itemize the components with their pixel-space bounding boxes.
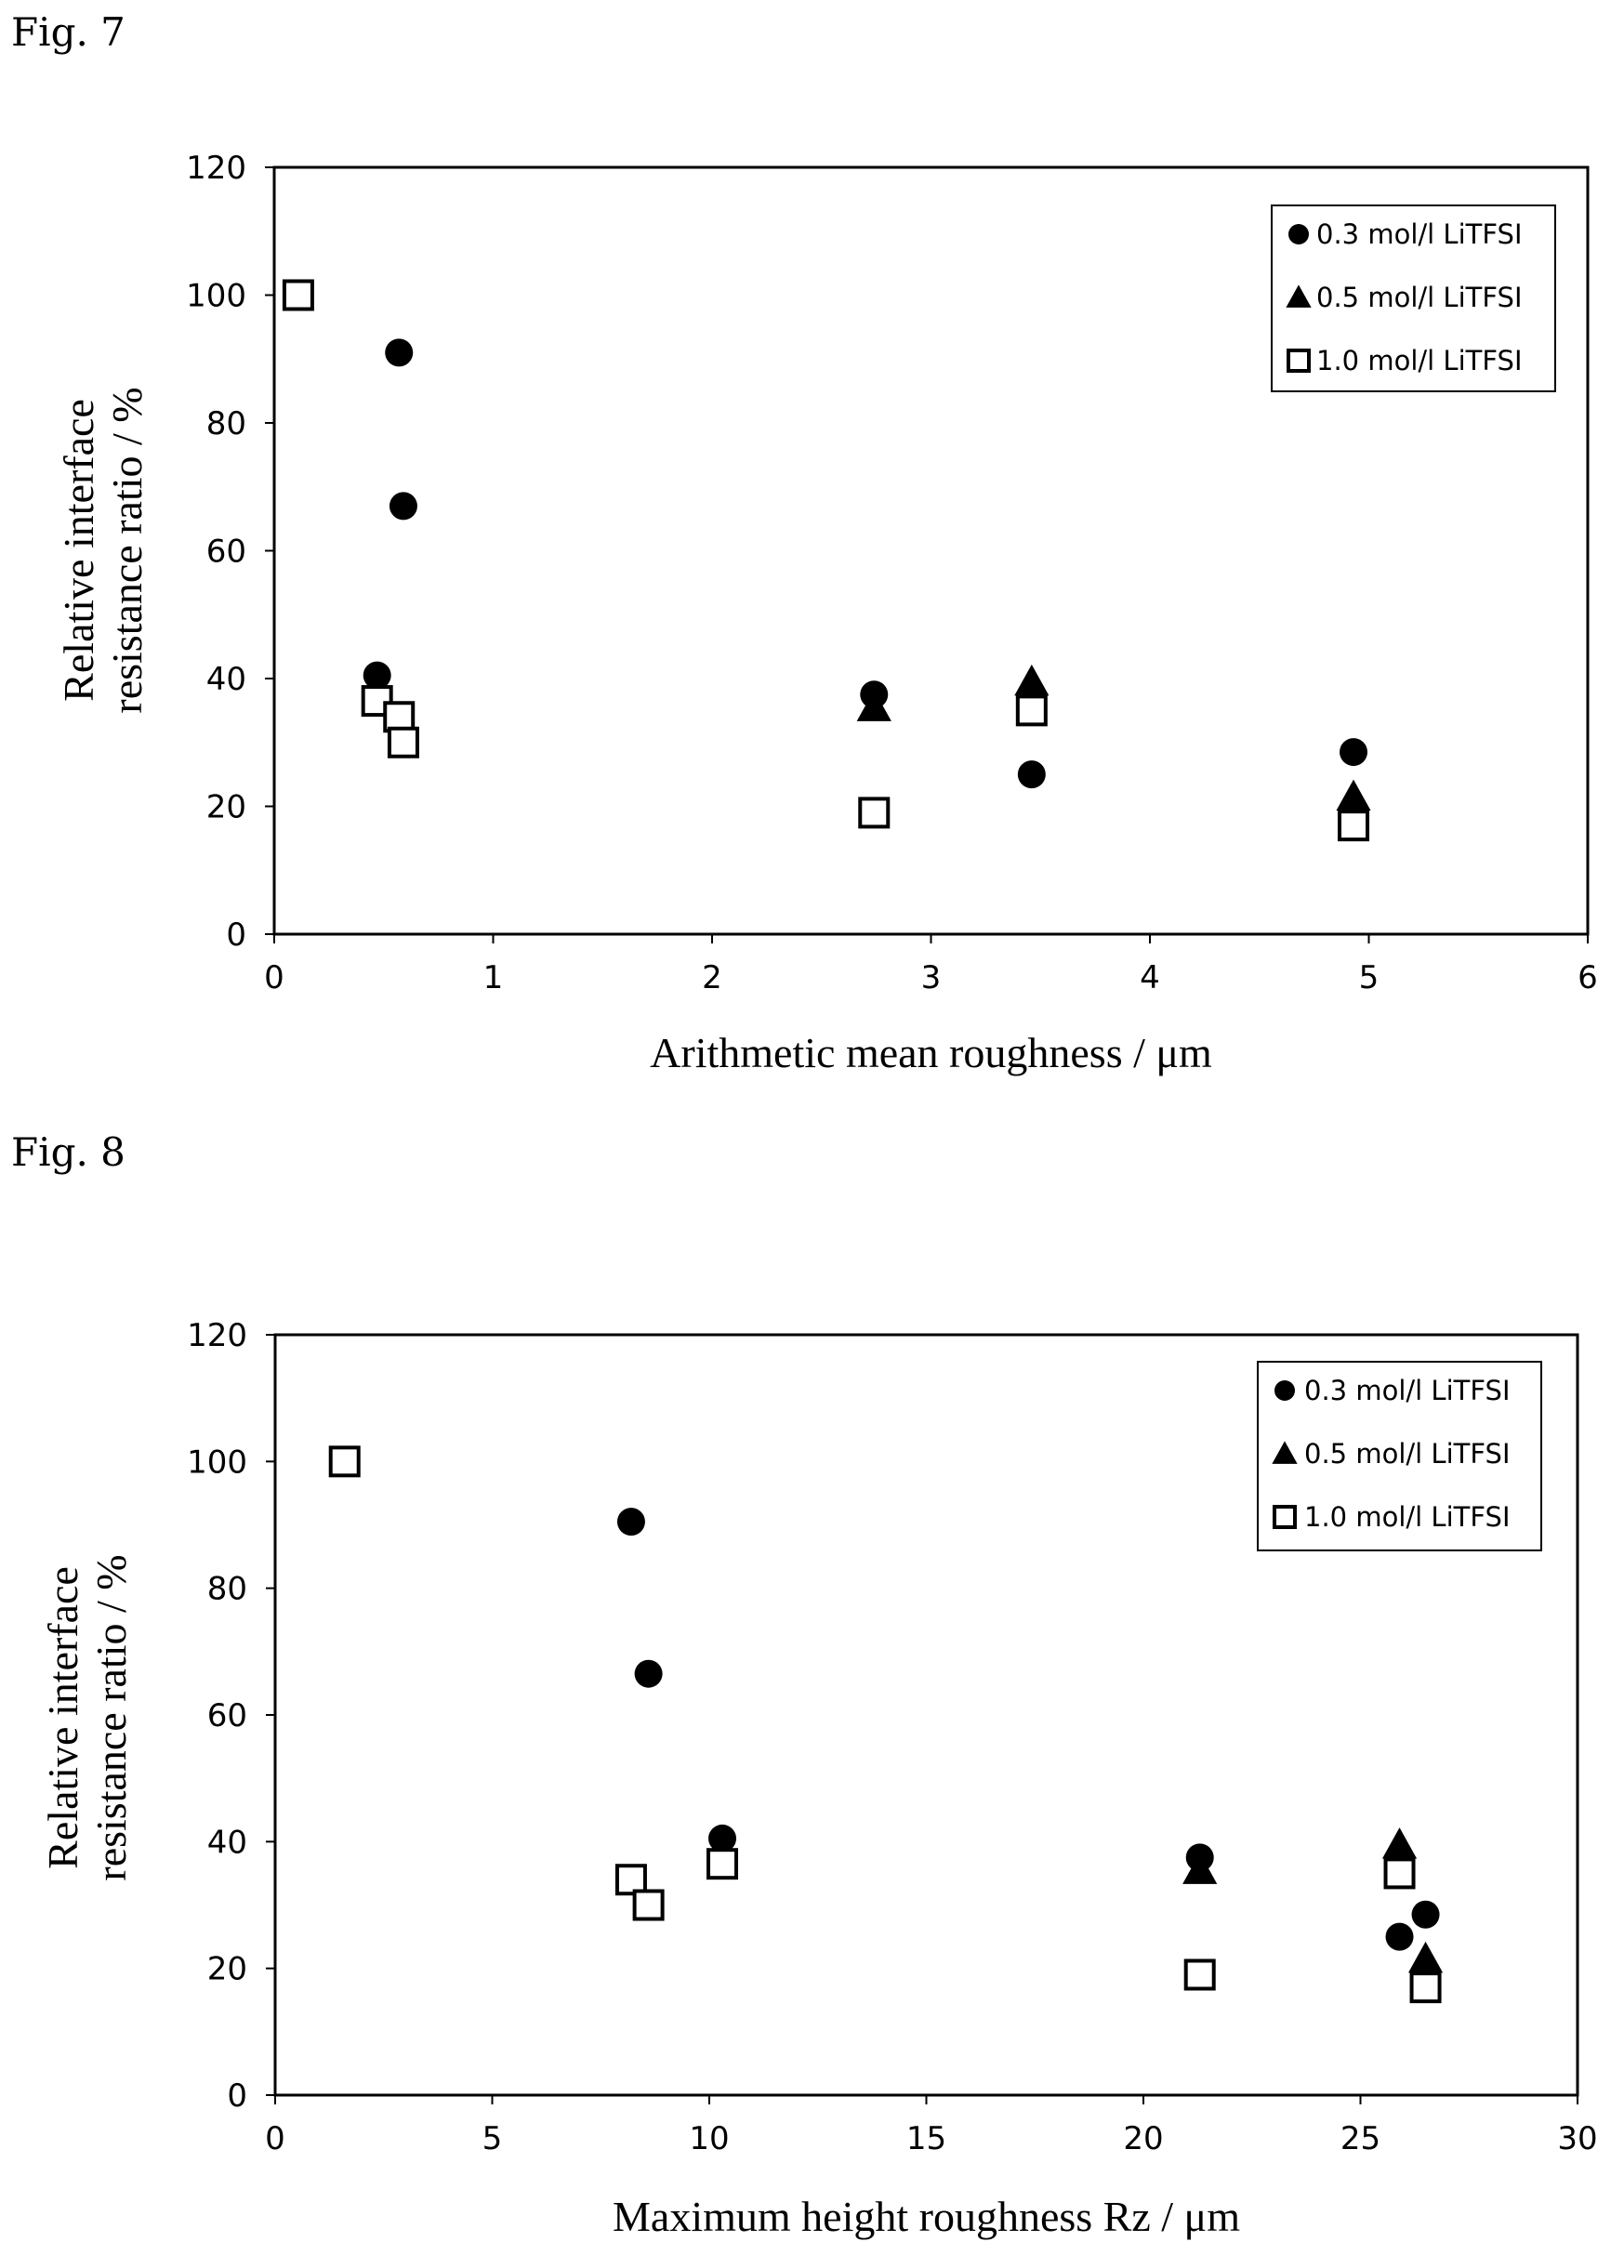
y-tick-label: 60	[206, 534, 246, 571]
y-tick-label: 100	[187, 1444, 247, 1481]
data-point-square	[1015, 694, 1048, 727]
data-point-square	[706, 1848, 739, 1880]
y-tick-label: 60	[207, 1697, 247, 1734]
y-axis-title-line: resistance ratio / %	[87, 1554, 135, 1880]
data-point-triangle	[856, 690, 891, 721]
legend-box	[1257, 1361, 1542, 1551]
data-point-triangle	[1014, 664, 1050, 696]
figure-8-label: Fig. 8	[11, 1129, 125, 1175]
data-point-circle	[363, 661, 391, 690]
y-tick-label: 120	[186, 150, 246, 187]
legend-label: 0.5 mol/l LiTFSI	[1316, 282, 1523, 313]
data-point-circle	[389, 492, 417, 521]
data-point-circle	[385, 338, 414, 367]
data-point-triangle	[1381, 1827, 1418, 1859]
y-tick-label: 0	[226, 916, 246, 954]
y-tick-label: 40	[206, 661, 246, 698]
figure-7-label: Fig. 7	[11, 9, 125, 55]
y-axis-title: Relative interfaceresistance ratio / %	[39, 1554, 135, 1880]
data-point-square	[858, 797, 891, 829]
x-tick-label: 6	[1578, 959, 1598, 996]
data-point-square	[1409, 1971, 1442, 2004]
x-tick-label: 5	[1359, 959, 1380, 996]
data-point-square	[1183, 1958, 1216, 1991]
data-point-circle	[1017, 760, 1046, 789]
x-axis-title: Arithmetic mean roughness / μm	[650, 1029, 1212, 1076]
data-point-square	[632, 1889, 665, 1921]
figure-8-scatter-chart: 0 5 10 15 20 25 30 0 20 40 60 80 100 120 Maximum heigh…	[39, 1317, 1598, 2240]
data-point-circle	[1340, 738, 1368, 767]
legend-box	[1271, 204, 1556, 392]
legend-label: 0.5 mol/l LiTFSI	[1304, 1438, 1511, 1470]
y-axis-title-line: Relative interface	[39, 1566, 86, 1869]
data-point-circle	[1411, 1900, 1440, 1929]
legend-marker-circle	[1274, 1380, 1295, 1401]
y-axis-title-line: Relative interface	[55, 399, 102, 702]
data-point-square	[361, 685, 393, 718]
legend-marker-circle	[1288, 224, 1309, 244]
legend-marker-triangle	[1272, 1441, 1298, 1464]
data-point-triangle	[1407, 1941, 1444, 1973]
data-point-triangle	[1336, 779, 1371, 811]
x-axis-title: Maximum height roughness Rz / μm	[613, 2193, 1240, 2240]
data-point-square	[614, 1864, 647, 1896]
y-tick-label: 20	[207, 1951, 247, 1988]
x-tick-label: 3	[921, 959, 942, 996]
legend-marker-square	[1287, 349, 1311, 373]
y-axis-title: Relative interfaceresistance ratio / %	[55, 387, 151, 713]
data-point-circle	[634, 1659, 663, 1688]
legend-label: 1.0 mol/l LiTFSI	[1304, 1501, 1511, 1533]
x-tick-label: 30	[1557, 2120, 1597, 2157]
x-tick-label: 1	[483, 959, 504, 996]
y-tick-label: 0	[227, 2077, 247, 2115]
data-point-triangle	[1182, 1853, 1218, 1884]
legend-label: 1.0 mol/l LiTFSI	[1316, 345, 1523, 376]
y-tick-label: 100	[186, 278, 246, 315]
data-point-circle	[616, 1508, 645, 1536]
data-point-square	[1383, 1857, 1416, 1890]
y-tick-label: 20	[206, 789, 246, 826]
y-axis-title-line: resistance ratio / %	[103, 387, 151, 713]
x-tick-label: 10	[689, 2120, 729, 2157]
data-point-square	[387, 726, 419, 758]
x-tick-label: 0	[264, 959, 284, 996]
data-point-circle	[1385, 1922, 1414, 1951]
y-tick-label: 40	[207, 1824, 247, 1861]
legend-label: 0.3 mol/l LiTFSI	[1304, 1375, 1511, 1406]
x-tick-label: 25	[1340, 2120, 1380, 2157]
data-point-square	[1338, 810, 1370, 842]
legend-label: 0.3 mol/l LiTFSI	[1316, 218, 1523, 250]
x-tick-label: 2	[702, 959, 722, 996]
data-point-square	[383, 701, 416, 733]
y-tick-label: 80	[207, 1571, 247, 1608]
data-point-circle	[708, 1824, 737, 1853]
legend-marker-square	[1273, 1505, 1297, 1529]
x-tick-label: 5	[482, 2120, 503, 2157]
legend-marker-triangle	[1286, 284, 1312, 308]
y-tick-label: 80	[206, 405, 246, 442]
x-tick-label: 4	[1140, 959, 1160, 996]
x-tick-label: 0	[265, 2120, 285, 2157]
y-tick-label: 120	[187, 1317, 247, 1354]
data-point-square	[328, 1445, 361, 1478]
data-point-square	[282, 279, 314, 311]
x-tick-label: 15	[906, 2120, 946, 2157]
x-tick-label: 20	[1123, 2120, 1163, 2157]
